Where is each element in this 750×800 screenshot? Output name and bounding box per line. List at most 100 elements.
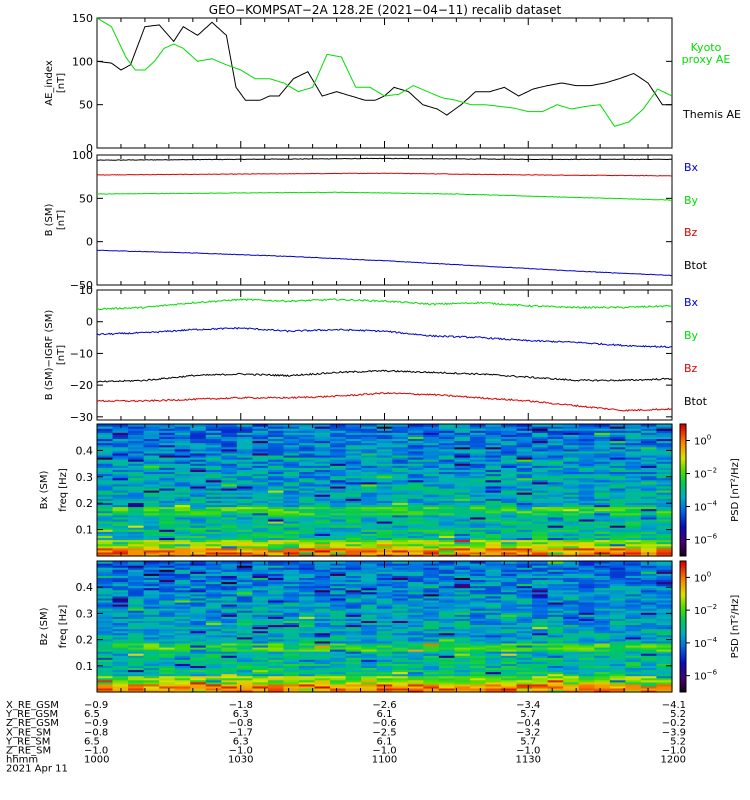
spectrogram-cell: [112, 541, 129, 545]
spectrogram-cell: [438, 589, 456, 593]
spectrogram-cell: [330, 426, 347, 429]
spectrogram-cell: [97, 448, 114, 452]
spectrogram-cell: [501, 661, 518, 664]
spectrogram-cell: [594, 661, 611, 664]
spectrogram-cell: [640, 426, 658, 429]
spectrogram-cell: [143, 599, 160, 603]
spectrogram-cell: [190, 529, 207, 532]
spectrogram-cell: [361, 547, 378, 551]
spectrogram-cell: [236, 599, 253, 603]
spectrogram-cell: [656, 454, 673, 458]
spectrogram-cell: [532, 601, 549, 605]
spectrogram-cell: [236, 531, 253, 534]
spectrogram-cell: [236, 541, 253, 545]
spectrogram-cell: [469, 424, 487, 427]
spectrogram-cell: [469, 457, 487, 460]
spectrogram-cell: [609, 444, 626, 448]
spectrogram-cell: [438, 618, 456, 621]
spectrogram-cell: [485, 500, 502, 503]
spectrogram-cell: [97, 687, 114, 691]
spectrogram-cell: [392, 624, 409, 628]
spectrogram-cell: [345, 612, 362, 615]
spectrogram-cell: [392, 498, 409, 501]
spectrogram-cell: [143, 653, 160, 656]
spectrogram-cell: [407, 618, 424, 621]
spectrogram-cell: [314, 494, 331, 497]
spectrogram-cell: [236, 512, 253, 516]
spectrogram-cell: [392, 655, 409, 658]
spectrogram-cell: [594, 527, 611, 530]
spectrogram-cell: [640, 506, 658, 510]
spectrogram-cell: [438, 531, 456, 534]
spectrogram-cell: [190, 608, 207, 611]
colorbar-segment: [680, 428, 686, 432]
spectrogram-cell: [423, 432, 440, 435]
spectrogram-cell: [143, 545, 160, 549]
spectrogram-cell: [392, 589, 409, 593]
spectrogram-cell: [174, 438, 191, 442]
spectrogram-cell: [236, 502, 253, 506]
spectrogram-cell: [454, 646, 471, 650]
spectrogram-cell: [625, 553, 642, 557]
spectrogram-cell: [221, 525, 238, 528]
spectrogram-cell: [625, 473, 642, 477]
spectrogram-cell: [501, 454, 518, 458]
spectrogram-cell: [594, 679, 611, 683]
spectrogram-cell: [625, 506, 642, 510]
spectrogram-cell: [174, 606, 191, 609]
spectrogram-cell: [345, 454, 362, 458]
spectrogram-cell: [112, 502, 129, 506]
spectrogram-cell: [205, 651, 222, 654]
spectrogram-cell: [516, 465, 533, 468]
spectrogram-cell: [376, 541, 393, 545]
spectrogram-cell: [143, 630, 160, 634]
colorbar-segment: [680, 529, 686, 533]
spectrogram-cell: [438, 644, 456, 648]
spectrogram-cell: [299, 587, 316, 591]
spectrogram-cell: [97, 622, 114, 626]
spectrogram-cell: [547, 508, 564, 512]
spectrogram-cell: [501, 687, 518, 691]
spectrogram-cell: [532, 663, 549, 666]
spectrogram-cell: [252, 547, 269, 551]
spectrogram-cell: [640, 428, 658, 431]
spectrogram-cell: [594, 640, 611, 644]
spectrogram-cell: [299, 610, 316, 613]
spectrogram-cell: [252, 673, 269, 677]
spectrogram-cell: [205, 452, 222, 456]
spectrogram-cell: [221, 659, 238, 662]
spectrogram-cell: [128, 448, 145, 452]
spectrogram-cell: [236, 667, 253, 671]
spectrogram-cell: [485, 469, 502, 473]
spectrogram-cell: [407, 473, 424, 477]
spectrogram-cell: [469, 571, 487, 574]
spectrogram-cell: [112, 518, 129, 522]
spectrogram-cell: [376, 642, 393, 646]
spectrogram-cell: [143, 689, 160, 693]
spectrogram-cell: [501, 450, 518, 454]
spectrogram-cell: [501, 612, 518, 615]
spectrogram-cell: [267, 490, 285, 493]
spectrogram-cell: [516, 575, 533, 578]
spectrogram-cell: [174, 531, 191, 534]
spectrogram-cell: [594, 667, 611, 671]
spectrogram-cell: [174, 638, 191, 642]
spectrogram-cell: [236, 430, 253, 433]
spectrogram-cell: [159, 518, 176, 522]
spectrogram-cell: [485, 612, 502, 615]
spectrogram-cell: [516, 614, 533, 617]
spectrogram-cell: [205, 636, 222, 640]
spectrogram-cell: [454, 525, 471, 528]
spectrogram-cell: [159, 669, 176, 673]
spectrogram-cell: [532, 642, 549, 646]
spectrogram-cell: [609, 608, 626, 611]
spectrogram-cell: [578, 541, 595, 545]
spectrogram-cell: [516, 452, 533, 456]
spectrogram-cell: [159, 585, 176, 589]
spectrogram-cell: [205, 689, 222, 693]
spectrogram-cell: [205, 502, 222, 506]
spectrogram-cell: [516, 616, 533, 619]
spectrogram-cell: [314, 508, 331, 512]
spectrogram-cell: [454, 461, 471, 464]
spectrogram-cell: [314, 581, 331, 585]
